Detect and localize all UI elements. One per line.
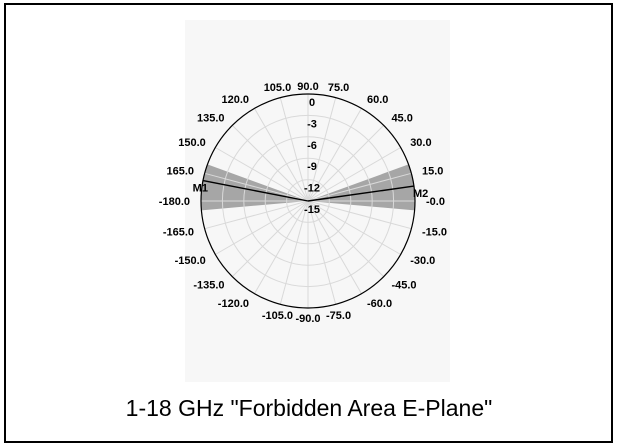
angle-tick-label: 120.0 [221,94,249,106]
grid-spoke [307,147,401,202]
angle-tick-label: -180.0 [159,196,190,208]
grid-spoke [254,200,309,294]
angle-tick-label: 45.0 [391,113,412,125]
grid-spoke [204,172,309,202]
angle-tick-label: -150.0 [175,255,206,267]
angle-tick-label: -75.0 [326,310,351,322]
forbidden-sector-2 [201,164,308,211]
angle-tick-label: 135.0 [197,113,225,125]
marker-lines: M1 M2 [193,179,428,202]
grid-spoke [215,147,309,202]
angle-tick-label: 165.0 [166,165,194,177]
grid-spoke [279,200,309,305]
angle-tick-label: 75.0 [328,82,349,94]
angle-tick-label: 30.0 [410,137,431,149]
polar-grid [200,93,416,309]
grid-spoke [307,108,362,202]
grid-spoke [307,200,412,230]
radial-tick-labels: 0 -3 -6 -9 -12 -15 [304,97,320,216]
marker-line-m2 [307,185,415,202]
angle-tick-label: 105.0 [264,82,292,94]
outer-ring [200,93,416,309]
marker-line-m1 [202,179,309,202]
radial-tick-label: 0 [309,97,315,109]
chart-caption: 1-18 GHz "Forbidden Area E-Plane" [125,395,493,421]
angle-tick-label: 150.0 [178,137,206,149]
grid-spoke [231,200,309,278]
grid-spoke [307,200,337,305]
grid-spoke [254,108,309,202]
grid-spoke [279,97,309,202]
angle-tick-label: -120.0 [218,298,249,310]
angle-tick-label: -105.0 [262,310,293,322]
grid-spoke [231,124,309,202]
angle-tick-label: -45.0 [391,279,416,291]
angle-tick-label: -165.0 [163,227,194,239]
radial-tick-label: -9 [307,161,317,173]
grid-spoke [307,97,337,202]
grid-spoke [204,200,309,230]
grid-spoke [307,200,362,294]
angle-tick-label: 90.0 [297,81,318,93]
radial-tick-label: -3 [307,118,317,130]
angle-tick-label: -30.0 [410,255,435,267]
grid-spoke [307,200,385,278]
grid-spoke [307,172,412,202]
radial-tick-label: -12 [304,183,320,195]
angle-tick-label: -15.0 [422,227,447,239]
angle-tick-label: 15.0 [422,165,443,177]
forbidden-sector-1 [308,164,415,211]
angle-tick-labels: 90.0 75.0 60.045.0 30.0 15.0 -0.0 -15.0 -30.0 -4… [159,81,447,325]
grid-spoke [307,200,401,255]
grid-spoke [215,200,309,255]
grid-spoke [307,124,385,202]
marker-label-m1: M1 [193,183,208,195]
angle-tick-label: -0.0 [426,196,445,208]
radial-tick-label: -15 [304,204,320,216]
angle-tick-label: -90.0 [295,313,320,325]
angle-tick-label: 60.0 [367,94,388,106]
angle-tick-label: -60.0 [367,298,392,310]
forbidden-sectors [201,164,415,211]
radial-tick-label: -6 [307,140,317,152]
angle-tick-label: -135.0 [193,279,224,291]
marker-label-m2: M2 [413,188,428,200]
